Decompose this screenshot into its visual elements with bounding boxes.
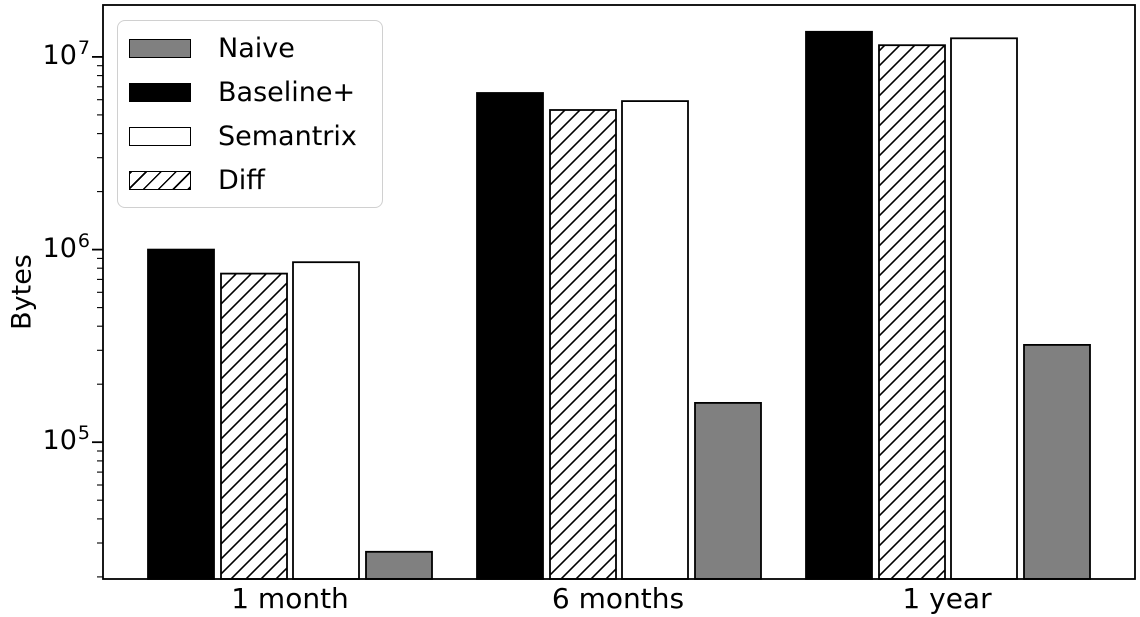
tick-mantissa: 10 [42,425,77,457]
bar-diff-1-month [220,272,288,580]
x-tick-label-6-months: 6 months [551,582,685,615]
bar-semantrix-1-month [292,261,360,580]
legend: Naive Baseline+ Semantrix Diff [117,20,383,208]
bar-baseline-1-month [147,248,215,580]
x-tick-label-1-year: 1 year [902,582,992,615]
legend-item-naive: Naive [118,26,382,70]
tick-exponent: 7 [77,36,90,59]
legend-label-baseline: Baseline+ [218,76,356,108]
legend-label-naive: Naive [218,32,295,64]
legend-swatch-baseline [129,82,191,102]
legend-swatch-naive [129,38,191,58]
bar-diff-1-year [878,44,946,580]
y-tick-label-1e6: 106 [18,229,90,267]
legend-label-diff: Diff [218,164,265,196]
bar-diff-6-months [549,109,617,580]
bar-naive-1-year [1023,343,1091,580]
plot-border [102,4,1136,580]
y-tick-label-1e7: 107 [18,36,90,74]
legend-label-semantrix: Semantrix [218,120,357,152]
legend-item-semantrix: Semantrix [118,114,382,158]
y-tick-label-1e5: 105 [18,422,90,459]
tick-mantissa: 10 [42,39,77,71]
bar-baseline-1-year [805,30,873,580]
bar-semantrix-6-months [621,100,689,580]
x-tick-label-1-month: 1 month [231,582,349,615]
legend-swatch-diff [129,170,191,190]
bar-naive-1-month [365,550,433,580]
tick-exponent: 6 [77,229,90,252]
legend-swatch-semantrix [129,126,191,146]
legend-item-baseline: Baseline+ [118,70,382,114]
bar-semantrix-1-year [950,37,1018,580]
bar-baseline-6-months [476,92,544,580]
bar-naive-6-months [694,401,762,580]
tick-mantissa: 10 [42,232,77,264]
legend-item-diff: Diff [118,158,382,202]
tick-exponent: 5 [77,422,90,445]
